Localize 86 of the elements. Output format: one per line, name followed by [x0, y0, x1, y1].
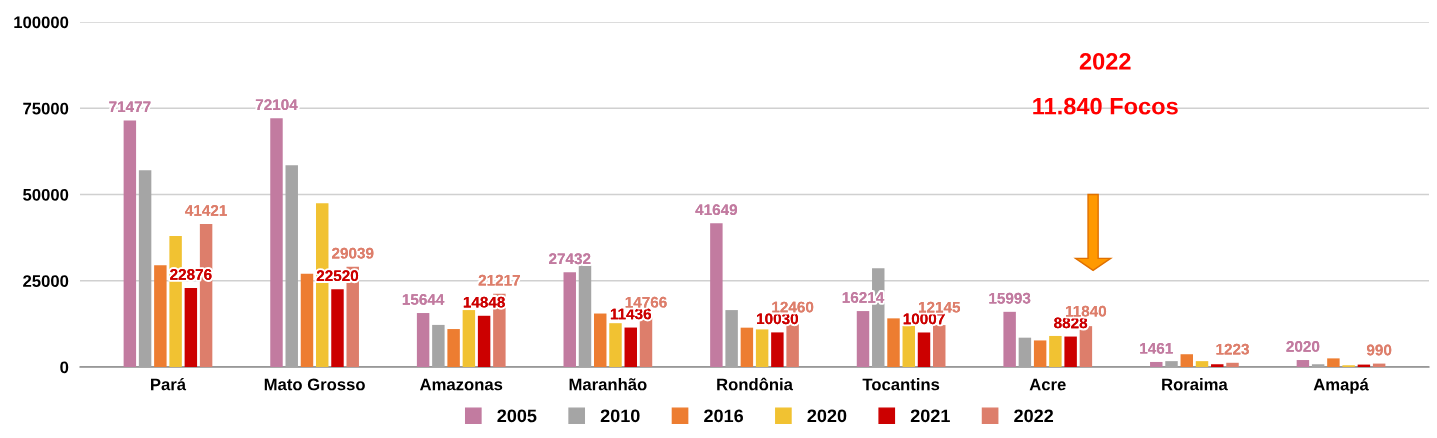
- bar: [755, 329, 769, 367]
- bar: [184, 288, 198, 367]
- data-label: 990: [1366, 344, 1392, 356]
- data-label: 11840: [1066, 305, 1107, 317]
- data-label: 72104: [255, 99, 298, 111]
- bar: [563, 272, 576, 367]
- data-label: 11436: [610, 308, 652, 320]
- bar: [933, 325, 946, 367]
- data-label: 27432: [549, 253, 591, 265]
- bar: [578, 265, 592, 367]
- x-tick-label: Maranhão: [569, 378, 647, 391]
- bar: [432, 324, 445, 367]
- bar: [123, 120, 137, 367]
- bar: [300, 273, 314, 367]
- legend-label: 2022: [1014, 409, 1054, 423]
- bar: [1150, 361, 1163, 367]
- bar: [138, 170, 152, 367]
- data-label: 14766: [625, 296, 667, 308]
- legend-label: 2005: [497, 409, 537, 423]
- bar: [1195, 361, 1209, 367]
- bar: [1049, 335, 1062, 367]
- bar: [154, 265, 167, 367]
- x-tick-label: Pará: [151, 377, 187, 391]
- data-label: 12460: [772, 301, 814, 313]
- data-label: 15644: [402, 294, 445, 305]
- bar: [285, 165, 298, 367]
- bar: [477, 315, 491, 367]
- bar: [902, 325, 915, 367]
- bar: [462, 310, 476, 367]
- y-tick-label: 0: [60, 361, 69, 374]
- data-label: 1223: [1216, 343, 1249, 355]
- bar: [917, 332, 931, 367]
- bar: [710, 223, 723, 367]
- data-label: 71477: [109, 101, 151, 113]
- x-tick-label: Rondônia: [717, 377, 794, 391]
- y-tick-label: 75000: [23, 102, 69, 115]
- legend-label: 2021: [910, 409, 950, 423]
- bar: [740, 327, 754, 367]
- data-label: 1461: [1140, 342, 1173, 354]
- data-label: 29039: [332, 247, 374, 259]
- bar: [1226, 362, 1239, 367]
- bar: [1033, 340, 1047, 367]
- legend-label: 2020: [807, 409, 847, 423]
- bar: [609, 323, 622, 367]
- bar: [624, 327, 637, 367]
- x-tick-label: Acre: [1029, 378, 1066, 391]
- data-label: 8828: [1054, 317, 1088, 329]
- x-tick-label: Amazonas: [419, 378, 503, 391]
- data-label: 12145: [918, 301, 961, 313]
- y-tick-label: 25000: [23, 275, 69, 287]
- bar: [1327, 358, 1340, 367]
- bar: [1211, 364, 1224, 367]
- bar: [856, 311, 870, 367]
- annotation: 2022: [1079, 53, 1131, 70]
- bar: [416, 313, 430, 367]
- bar: [1311, 364, 1325, 367]
- data-label: 21217: [478, 274, 520, 286]
- bar: [1180, 354, 1193, 367]
- data-label: 41421: [185, 205, 227, 216]
- data-label: 15993: [989, 292, 1031, 304]
- bar: [594, 313, 607, 367]
- bar: [447, 329, 460, 367]
- bar: [786, 324, 799, 367]
- data-label: 10007: [903, 313, 945, 325]
- bar: [1064, 336, 1077, 367]
- x-tick-label: Amapá: [1313, 378, 1369, 394]
- x-tick-label: Mato Grosso: [264, 378, 365, 391]
- y-tick-label: 100000: [14, 16, 69, 29]
- bar: [1018, 337, 1032, 367]
- bar: [771, 332, 784, 367]
- legend-label: 2010: [600, 409, 640, 423]
- bar: [331, 289, 344, 367]
- y-tick-label: 50000: [23, 188, 69, 201]
- data-label: 2020: [1286, 341, 1320, 352]
- bar: [1165, 361, 1178, 367]
- bar: [725, 310, 738, 367]
- bar: [1003, 311, 1016, 367]
- x-tick-label: Roraima: [1162, 378, 1228, 391]
- bar: [1296, 360, 1310, 367]
- bar: [887, 318, 900, 367]
- x-tick-label: Tocantins: [862, 378, 940, 391]
- data-label: 41649: [695, 204, 738, 216]
- bar: [270, 118, 283, 367]
- legend-label: 2016: [704, 409, 744, 423]
- data-label: 10030: [757, 313, 798, 325]
- annotation: 11.840 Focos: [1033, 97, 1178, 115]
